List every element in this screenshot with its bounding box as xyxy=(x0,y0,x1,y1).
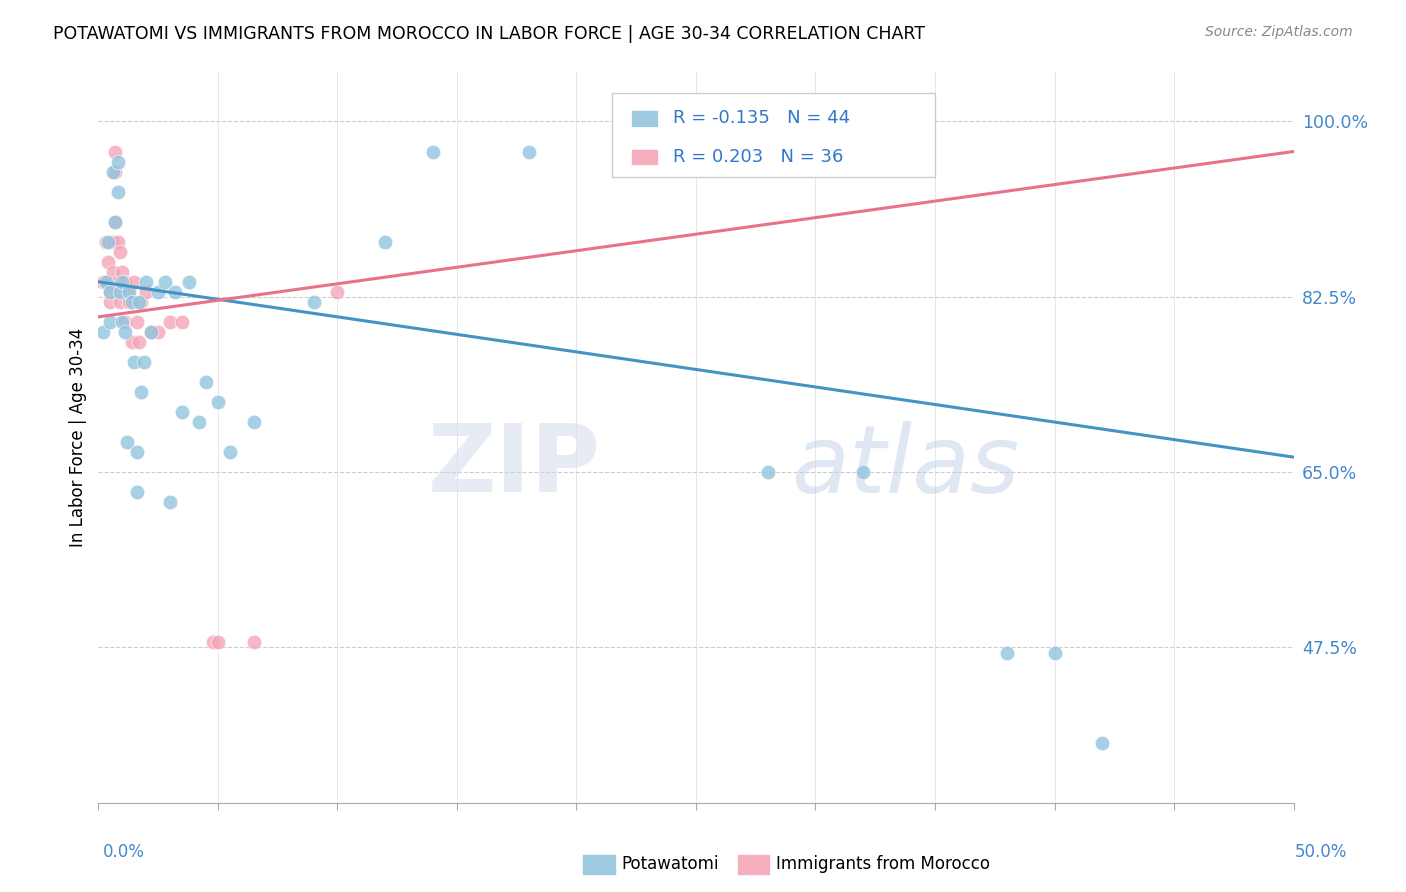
Text: 50.0%: 50.0% xyxy=(1295,843,1347,861)
Point xyxy=(101,265,124,279)
Point xyxy=(852,465,875,479)
Point xyxy=(101,235,124,249)
Point xyxy=(101,164,124,178)
Text: Source: ZipAtlas.com: Source: ZipAtlas.com xyxy=(1205,25,1353,39)
Point xyxy=(128,294,150,309)
Point xyxy=(326,285,349,299)
Text: Immigrants from Morocco: Immigrants from Morocco xyxy=(776,855,990,873)
Point xyxy=(115,435,138,450)
Point xyxy=(148,285,170,299)
Point xyxy=(98,285,122,299)
Point xyxy=(97,235,120,249)
Point xyxy=(219,445,242,459)
Point xyxy=(155,275,177,289)
Point xyxy=(118,285,141,299)
Point xyxy=(107,154,129,169)
Point xyxy=(94,235,117,249)
Text: atlas: atlas xyxy=(792,421,1019,512)
Point xyxy=(98,315,122,329)
Point xyxy=(118,294,141,309)
Point xyxy=(108,285,131,299)
Point xyxy=(104,214,127,228)
Point xyxy=(114,315,136,329)
FancyBboxPatch shape xyxy=(631,149,658,165)
Point xyxy=(108,294,131,309)
Point xyxy=(159,495,181,509)
Point xyxy=(243,415,266,429)
Point xyxy=(1043,646,1066,660)
Point xyxy=(104,164,127,178)
Point xyxy=(172,405,194,419)
Point xyxy=(995,646,1018,660)
Point xyxy=(98,285,122,299)
Point xyxy=(111,315,134,329)
Text: R = 0.203   N = 36: R = 0.203 N = 36 xyxy=(673,148,844,166)
Point xyxy=(1091,736,1114,750)
Text: Potawatomi: Potawatomi xyxy=(621,855,718,873)
Point xyxy=(139,325,162,339)
Point xyxy=(98,294,122,309)
Point xyxy=(111,285,134,299)
Point xyxy=(195,375,218,389)
Point xyxy=(121,294,143,309)
Point xyxy=(131,384,153,399)
Point xyxy=(131,294,153,309)
Point xyxy=(114,325,136,339)
Point xyxy=(104,214,127,228)
Point xyxy=(91,275,114,289)
Text: ZIP: ZIP xyxy=(427,420,600,512)
Point xyxy=(243,635,266,649)
Point xyxy=(148,325,170,339)
Point xyxy=(125,315,148,329)
Text: POTAWATOMI VS IMMIGRANTS FROM MOROCCO IN LABOR FORCE | AGE 30-34 CORRELATION CHA: POTAWATOMI VS IMMIGRANTS FROM MOROCCO IN… xyxy=(53,25,925,43)
Point xyxy=(756,465,779,479)
Point xyxy=(111,275,134,289)
Point xyxy=(107,185,129,199)
Point xyxy=(121,334,143,349)
Point xyxy=(135,285,157,299)
Point xyxy=(187,415,209,429)
Point xyxy=(124,355,146,369)
Point xyxy=(114,275,136,289)
Text: 0.0%: 0.0% xyxy=(103,843,145,861)
Point xyxy=(517,145,540,159)
Point xyxy=(163,285,186,299)
Point xyxy=(111,265,134,279)
Point xyxy=(128,334,150,349)
Point xyxy=(172,315,194,329)
Point xyxy=(94,275,117,289)
Point xyxy=(852,145,875,159)
Point xyxy=(207,635,229,649)
Point xyxy=(91,325,114,339)
Point xyxy=(125,445,148,459)
Point xyxy=(207,395,229,409)
FancyBboxPatch shape xyxy=(631,111,658,127)
Point xyxy=(422,145,444,159)
Point xyxy=(115,285,138,299)
Point xyxy=(107,275,129,289)
Point xyxy=(97,254,120,268)
Point xyxy=(374,235,396,249)
Text: R = -0.135   N = 44: R = -0.135 N = 44 xyxy=(673,110,851,128)
Point xyxy=(107,235,129,249)
Point xyxy=(132,355,155,369)
Point xyxy=(202,635,225,649)
Y-axis label: In Labor Force | Age 30-34: In Labor Force | Age 30-34 xyxy=(69,327,87,547)
Point xyxy=(302,294,325,309)
Point xyxy=(159,315,181,329)
Point xyxy=(179,275,201,289)
Point xyxy=(108,244,131,259)
Point xyxy=(125,485,148,500)
Point xyxy=(124,275,146,289)
Point xyxy=(104,145,127,159)
Point xyxy=(135,275,157,289)
FancyBboxPatch shape xyxy=(613,94,935,178)
Point xyxy=(139,325,162,339)
Point xyxy=(94,275,117,289)
